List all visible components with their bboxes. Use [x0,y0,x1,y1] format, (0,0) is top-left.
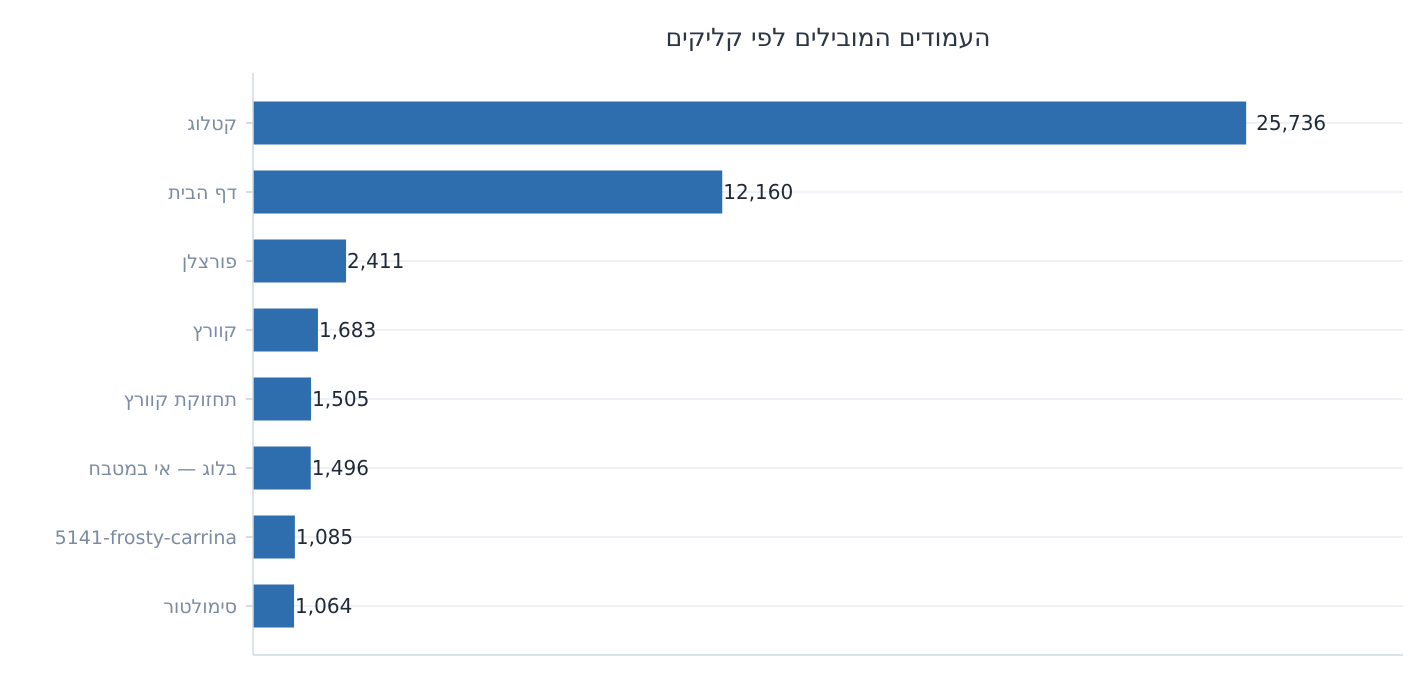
value-label: 2,411 [347,249,404,273]
bar [253,170,723,214]
value-labels: 25,736 12,160 2,411 1,683 1,505 1,496 1,085 1,0… [295,111,1326,618]
category-label: קוורץ [192,320,237,342]
value-label: 1,085 [296,525,353,549]
bar [253,377,312,421]
category-label: סימולטור [163,596,237,618]
category-label: דף הבית [168,182,237,204]
bar [253,515,295,559]
value-label: 1,683 [319,318,376,342]
category-label: בלוג — אי במטבח [89,458,237,480]
bar [253,446,311,490]
bar [253,101,1247,145]
y-axis-ticks [246,122,253,607]
category-label: תחזוקת קוורץ [124,389,237,411]
value-label: 1,064 [295,594,352,618]
bar [253,308,318,352]
chart-title: העמודים המובילים לפי קליקים [666,23,991,52]
bar [253,584,295,628]
value-label: 1,505 [312,387,369,411]
bars [253,101,1247,628]
category-label: 5141-frosty-carrina [55,527,237,549]
value-label: 1,496 [312,456,369,480]
value-label: 12,160 [723,180,793,204]
bar [253,239,347,283]
category-labels: קטלוג דף הבית פורצלן קוורץ תחזוקת קוורץ בלוג … [55,113,237,618]
category-label: קטלוג [187,113,237,135]
category-label: פורצלן [182,251,237,273]
value-label: 25,736 [1256,111,1326,135]
